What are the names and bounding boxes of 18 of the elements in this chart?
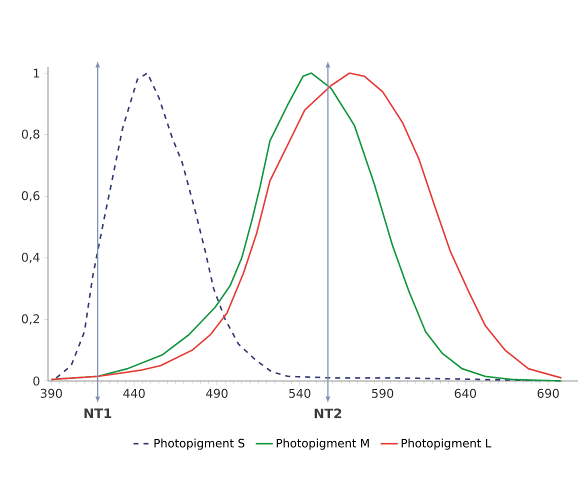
y-tick-label: 0,2 [22, 314, 39, 325]
legend-label: Photopigment L [402, 438, 492, 450]
ref-line-label: NT2 [314, 408, 342, 418]
ref-line-label: NT1 [84, 408, 112, 418]
x-tick-label: 690 [538, 388, 559, 398]
x-tick-label: 490 [206, 388, 228, 398]
x-tick-label: 540 [289, 388, 310, 398]
x-tick-label: 390 [40, 388, 62, 398]
y-tick-label: 0 [33, 376, 40, 386]
y-tick-label: 0,8 [22, 130, 40, 140]
legend-label: Photopigment M [276, 438, 369, 450]
y-tick-label: 0,4 [22, 252, 40, 264]
x-tick-label: 590 [372, 388, 394, 398]
y-tick-label: 0,6 [22, 191, 40, 202]
legend-label: Photopigment S [154, 438, 244, 450]
y-tick-label: 1 [34, 68, 40, 78]
x-tick-label: 640 [454, 388, 476, 398]
x-tick-label: 440 [123, 388, 145, 398]
